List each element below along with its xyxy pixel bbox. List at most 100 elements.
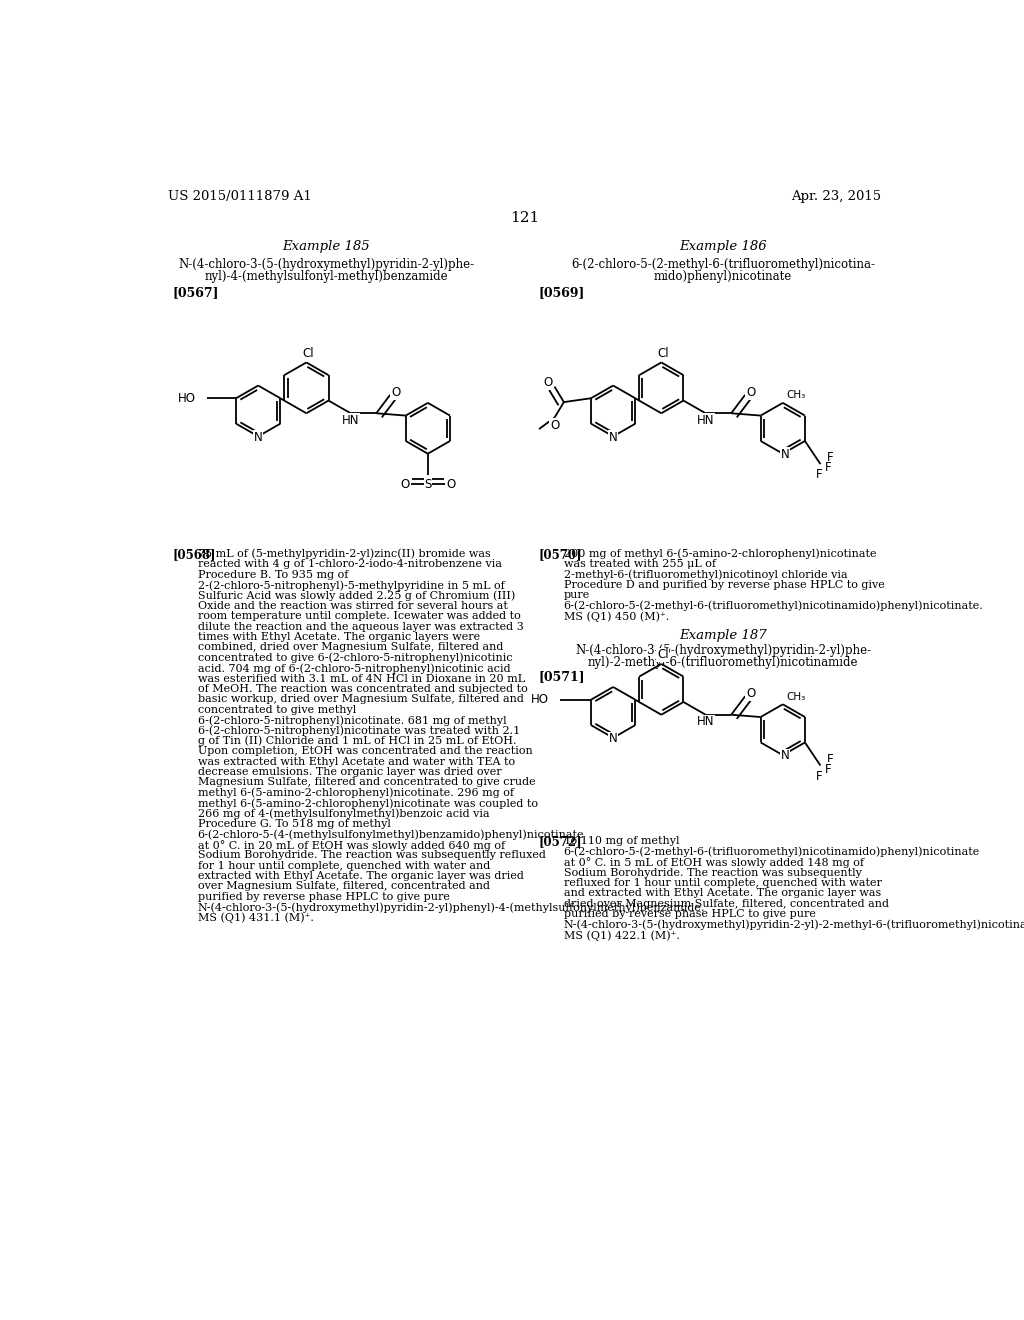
Text: O: O: [391, 385, 400, 399]
Text: US 2015/0111879 A1: US 2015/0111879 A1: [168, 190, 312, 203]
Text: extracted with Ethyl Acetate. The organic layer was dried: extracted with Ethyl Acetate. The organi…: [198, 871, 523, 880]
Text: over Magnesium Sulfate, filtered, concentrated and: over Magnesium Sulfate, filtered, concen…: [198, 882, 489, 891]
Text: HO: HO: [178, 392, 196, 405]
Text: To 110 mg of methyl: To 110 mg of methyl: [563, 837, 679, 846]
Text: Cl: Cl: [657, 648, 669, 661]
Text: pure: pure: [563, 590, 590, 601]
Text: methyl 6-(5-amino-2-chlorophenyl)nicotinate. 296 mg of: methyl 6-(5-amino-2-chlorophenyl)nicotin…: [198, 788, 514, 799]
Text: HN: HN: [697, 413, 715, 426]
Text: decrease emulsions. The organic layer was dried over: decrease emulsions. The organic layer wa…: [198, 767, 502, 777]
Text: F: F: [825, 462, 831, 474]
Text: reacted with 4 g of 1-chloro-2-iodo-4-nitrobenzene via: reacted with 4 g of 1-chloro-2-iodo-4-ni…: [198, 560, 502, 569]
Text: times with Ethyl Acetate. The organic layers were: times with Ethyl Acetate. The organic la…: [198, 632, 480, 642]
Text: 266 mg of 4-(methylsulfonylmethyl)benzoic acid via: 266 mg of 4-(methylsulfonylmethyl)benzoi…: [198, 809, 489, 820]
Text: [0568]: [0568]: [173, 548, 216, 561]
Text: Apr. 23, 2015: Apr. 23, 2015: [792, 190, 882, 203]
Text: 121: 121: [510, 211, 540, 226]
Text: Example 186: Example 186: [679, 240, 767, 253]
Text: 6-(2-chloro-5-(2-methyl-6-(trifluoromethyl)nicotinamido)phenyl)nicotinate: 6-(2-chloro-5-(2-methyl-6-(trifluorometh…: [563, 847, 980, 858]
Text: O: O: [550, 418, 559, 432]
Text: acid. 704 mg of 6-(2-chloro-5-nitrophenyl)nicotinic acid: acid. 704 mg of 6-(2-chloro-5-nitropheny…: [198, 663, 510, 673]
Text: was treated with 255 μL of: was treated with 255 μL of: [563, 560, 716, 569]
Text: Example 185: Example 185: [283, 240, 371, 253]
Text: S: S: [424, 478, 431, 491]
Text: Cl: Cl: [657, 347, 669, 360]
Text: N: N: [609, 430, 617, 444]
Text: Procedure B. To 935 mg of: Procedure B. To 935 mg of: [198, 570, 348, 579]
Text: [0567]: [0567]: [173, 286, 219, 298]
Text: MS (Q1) 450 (M)⁺.: MS (Q1) 450 (M)⁺.: [563, 611, 669, 622]
Text: CH₃: CH₃: [786, 692, 806, 702]
Text: N: N: [609, 733, 617, 744]
Text: Procedure G. To 518 mg of methyl: Procedure G. To 518 mg of methyl: [198, 818, 390, 829]
Text: HN: HN: [342, 413, 359, 426]
Text: F: F: [815, 469, 822, 482]
Text: dried over Magnesium Sulfate, filtered, concentrated and: dried over Magnesium Sulfate, filtered, …: [563, 899, 889, 908]
Text: 6-(2-chloro-5-(2-methyl-6-(trifluoromethyl)nicotina-: 6-(2-chloro-5-(2-methyl-6-(trifluorometh…: [571, 259, 876, 271]
Text: combined, dried over Magnesium Sulfate, filtered and: combined, dried over Magnesium Sulfate, …: [198, 643, 503, 652]
Text: and extracted with Ethyl Acetate. The organic layer was: and extracted with Ethyl Acetate. The or…: [563, 888, 881, 899]
Text: Magnesium Sulfate, filtered and concentrated to give crude: Magnesium Sulfate, filtered and concentr…: [198, 777, 536, 788]
Text: nyl)-4-(methylsulfonyl-methyl)benzamide: nyl)-4-(methylsulfonyl-methyl)benzamide: [205, 269, 449, 282]
Text: for 1 hour until complete, quenched with water and: for 1 hour until complete, quenched with…: [198, 861, 490, 871]
Text: concentrated to give 6-(2-chloro-5-nitrophenyl)nicotinic: concentrated to give 6-(2-chloro-5-nitro…: [198, 653, 512, 664]
Text: dilute the reaction and the aqueous layer was extracted 3: dilute the reaction and the aqueous laye…: [198, 622, 523, 631]
Text: 6-(2-chloro-5-nitrophenyl)nicotinate. 681 mg of methyl: 6-(2-chloro-5-nitrophenyl)nicotinate. 68…: [198, 715, 507, 726]
Text: 200 mg of methyl 6-(5-amino-2-chlorophenyl)nicotinate: 200 mg of methyl 6-(5-amino-2-chlorophen…: [563, 549, 877, 560]
Text: Sodium Borohydride. The reaction was subsequently: Sodium Borohydride. The reaction was sub…: [563, 867, 861, 878]
Text: O: O: [400, 478, 410, 491]
Text: 6-(2-chloro-5-(4-(methylsulfonylmethyl)benzamido)phenyl)nicotinate: 6-(2-chloro-5-(4-(methylsulfonylmethyl)b…: [198, 829, 585, 840]
Text: O: O: [446, 478, 456, 491]
Text: F: F: [826, 752, 834, 766]
Text: Cl: Cl: [302, 347, 313, 360]
Text: 75 mL of (5-methylpyridin-2-yl)zinc(II) bromide was: 75 mL of (5-methylpyridin-2-yl)zinc(II) …: [198, 549, 490, 560]
Text: N-(4-chloro-3-(5-(hydroxymethyl)pyridin-2-yl)-2-methyl-6-(trifluoromethyl)nicoti: N-(4-chloro-3-(5-(hydroxymethyl)pyridin-…: [563, 920, 1024, 931]
Text: was esterified with 3.1 mL of 4N HCl in Dioxane in 20 mL: was esterified with 3.1 mL of 4N HCl in …: [198, 673, 525, 684]
Text: O: O: [544, 376, 553, 389]
Text: N: N: [780, 447, 790, 461]
Text: Upon completion, EtOH was concentrated and the reaction: Upon completion, EtOH was concentrated a…: [198, 746, 532, 756]
Text: MS (Q1) 431.1 (M)⁺.: MS (Q1) 431.1 (M)⁺.: [198, 912, 313, 923]
Text: MS (Q1) 422.1 (M)⁺.: MS (Q1) 422.1 (M)⁺.: [563, 929, 680, 941]
Text: N-(4-chloro-3-(5-(hydroxymethyl)pyridin-2-yl)phe-: N-(4-chloro-3-(5-(hydroxymethyl)pyridin-…: [575, 644, 871, 657]
Text: Sulfuric Acid was slowly added 2.25 g of Chromium (III): Sulfuric Acid was slowly added 2.25 g of…: [198, 590, 515, 601]
Text: was extracted with Ethyl Acetate and water with TEA to: was extracted with Ethyl Acetate and wat…: [198, 756, 515, 767]
Text: O: O: [745, 385, 755, 399]
Text: [0572]: [0572]: [539, 836, 583, 849]
Text: N: N: [254, 430, 262, 444]
Text: nyl)-2-methyl-6-(trifluoromethyl)nicotinamide: nyl)-2-methyl-6-(trifluoromethyl)nicotin…: [588, 656, 858, 669]
Text: [0570]: [0570]: [539, 548, 583, 561]
Text: purified by reverse phase HPLC to give pure: purified by reverse phase HPLC to give p…: [563, 909, 815, 919]
Text: CH₃: CH₃: [786, 391, 806, 400]
Text: of MeOH. The reaction was concentrated and subjected to: of MeOH. The reaction was concentrated a…: [198, 684, 527, 694]
Text: N: N: [780, 750, 790, 763]
Text: concentrated to give methyl: concentrated to give methyl: [198, 705, 356, 714]
Text: basic workup, dried over Magnesium Sulfate, filtered and: basic workup, dried over Magnesium Sulfa…: [198, 694, 523, 705]
Text: 6-(2-chloro-5-(2-methyl-6-(trifluoromethyl)nicotinamido)phenyl)nicotinate.: 6-(2-chloro-5-(2-methyl-6-(trifluorometh…: [563, 601, 983, 611]
Text: F: F: [826, 451, 834, 465]
Text: F: F: [825, 763, 831, 776]
Text: O: O: [745, 688, 755, 701]
Text: Example 187: Example 187: [679, 628, 767, 642]
Text: Oxide and the reaction was stirred for several hours at: Oxide and the reaction was stirred for s…: [198, 601, 508, 611]
Text: refluxed for 1 hour until complete, quenched with water: refluxed for 1 hour until complete, quen…: [563, 878, 882, 888]
Text: 2-(2-chloro-5-nitrophenyl)-5-methylpyridine in 5 mL of: 2-(2-chloro-5-nitrophenyl)-5-methylpyrid…: [198, 579, 505, 590]
Text: F: F: [815, 770, 822, 783]
Text: purified by reverse phase HPLC to give pure: purified by reverse phase HPLC to give p…: [198, 892, 450, 902]
Text: 6-(2-chloro-5-nitrophenyl)nicotinate was treated with 2.1: 6-(2-chloro-5-nitrophenyl)nicotinate was…: [198, 726, 520, 737]
Text: 2-methyl-6-(trifluoromethyl)nicotinoyl chloride via: 2-methyl-6-(trifluoromethyl)nicotinoyl c…: [563, 570, 847, 581]
Text: [0571]: [0571]: [539, 671, 586, 684]
Text: room temperature until complete. Icewater was added to: room temperature until complete. Icewate…: [198, 611, 520, 622]
Text: N-(4-chloro-3-(5-(hydroxymethyl)pyridin-2-yl)phe-: N-(4-chloro-3-(5-(hydroxymethyl)pyridin-…: [178, 259, 474, 271]
Text: mido)phenyl)nicotinate: mido)phenyl)nicotinate: [654, 269, 793, 282]
Text: g of Tin (II) Chloride and 1 mL of HCl in 25 mL of EtOH.: g of Tin (II) Chloride and 1 mL of HCl i…: [198, 737, 516, 747]
Text: methyl 6-(5-amino-2-chlorophenyl)nicotinate was coupled to: methyl 6-(5-amino-2-chlorophenyl)nicotin…: [198, 799, 538, 809]
Text: at 0° C. in 5 mL of EtOH was slowly added 148 mg of: at 0° C. in 5 mL of EtOH was slowly adde…: [563, 857, 863, 869]
Text: at 0° C. in 20 mL of EtOH was slowly added 640 mg of: at 0° C. in 20 mL of EtOH was slowly add…: [198, 840, 505, 850]
Text: Procedure D and purified by reverse phase HPLC to give: Procedure D and purified by reverse phas…: [563, 579, 885, 590]
Text: N-(4-chloro-3-(5-(hydroxymethyl)pyridin-2-yl)phenyl)-4-(methylsulfonylmethyl)ben: N-(4-chloro-3-(5-(hydroxymethyl)pyridin-…: [198, 903, 706, 913]
Text: HN: HN: [697, 715, 715, 729]
Text: Sodium Borohydride. The reaction was subsequently refluxed: Sodium Borohydride. The reaction was sub…: [198, 850, 546, 861]
Text: HO: HO: [531, 693, 549, 706]
Text: [0569]: [0569]: [539, 286, 585, 298]
